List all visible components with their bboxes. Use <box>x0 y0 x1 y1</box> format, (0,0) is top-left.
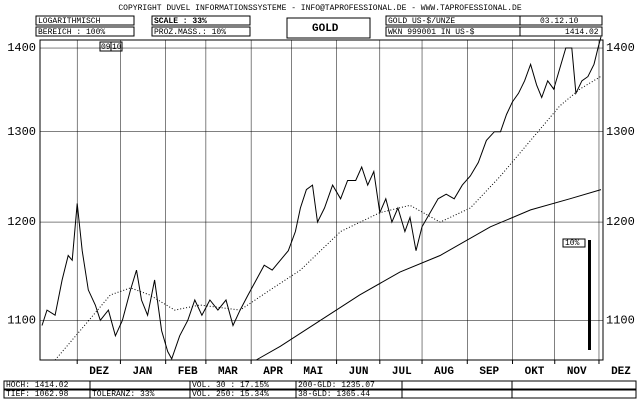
box <box>511 380 637 390</box>
footer-high: HOCH: 1414.02 <box>6 381 69 390</box>
box <box>401 380 513 390</box>
scale: SCALE : 33% <box>154 17 207 26</box>
date: 03.12.10 <box>540 17 579 26</box>
y-tick-label: 1100 <box>606 313 635 327</box>
x-tick-label: OKT <box>525 366 545 378</box>
x-tick-label: AUG <box>434 366 454 378</box>
year-label: 09 <box>101 43 111 52</box>
box <box>511 389 637 399</box>
footer-vol250: VOL. 250: 15.34% <box>192 390 269 399</box>
footer-tolerance: TOLERANZ: 33% <box>92 390 155 399</box>
scale-mode: LOGARITHMISCH <box>38 17 101 26</box>
plot-frame <box>39 39 604 361</box>
footer-gld38: 38-GLD: 1365.44 <box>298 390 370 399</box>
y-tick-label: 1300 <box>606 125 635 139</box>
scale-bar-label: 10% <box>565 239 580 248</box>
x-tick-label: DEZ <box>611 366 631 378</box>
x-tick-label: MAR <box>218 366 238 378</box>
box <box>562 238 586 248</box>
x-tick-label: JAN <box>133 366 153 378</box>
x-tick-label: APR <box>263 366 283 378</box>
y-tick-label: 1300 <box>7 125 36 139</box>
box <box>35 26 135 37</box>
y-tick-label: 1200 <box>7 215 36 229</box>
year-label: 10 <box>112 43 122 52</box>
footer-vol30: VOL. 30 : 17.15% <box>192 381 269 390</box>
y-tick-label: 1400 <box>7 41 36 55</box>
instrument: GOLD <box>312 23 339 35</box>
footer-low: TIEF: 1062.98 <box>6 390 69 399</box>
y-tick-label: 1400 <box>606 41 635 55</box>
range: BEREICH : 100% <box>38 28 105 37</box>
box <box>89 380 191 390</box>
box <box>519 15 603 26</box>
box <box>110 41 123 52</box>
x-tick-label: JUL <box>392 366 412 378</box>
percent: PROZ.MASS.: 10% <box>154 28 226 37</box>
footer-gld200: 200-GLD: 1235.07 <box>298 381 375 390</box>
unit: GOLD US-$/UNZE <box>388 17 455 26</box>
series-line <box>255 189 602 361</box>
copyright: COPYRIGHT DUVEL INFORMATIONSSYSTEME - IN… <box>118 4 521 13</box>
box <box>151 26 251 37</box>
series-line <box>41 36 602 361</box>
y-tick-label: 1200 <box>606 215 635 229</box>
x-tick-label: DEZ <box>89 366 109 378</box>
last-price: 1414.02 <box>565 28 599 37</box>
scale-bar <box>588 240 591 350</box>
x-tick-label: FEB <box>178 366 198 378</box>
box <box>519 26 603 37</box>
y-tick-label: 1100 <box>7 313 36 327</box>
footer: HOCH: 1414.02 TIEF: 1062.98 TOLERANZ: 33… <box>3 380 637 399</box>
box <box>35 15 135 26</box>
wkn: WKN 999001 IN US-$ <box>388 28 475 37</box>
box <box>151 15 251 26</box>
x-tick-label: JUN <box>349 366 369 378</box>
x-tick-label: SEP <box>479 366 499 378</box>
box <box>401 389 513 399</box>
x-tick-label: MAI <box>303 366 323 378</box>
box <box>286 17 371 39</box>
x-tick-label: NOV <box>567 366 587 378</box>
